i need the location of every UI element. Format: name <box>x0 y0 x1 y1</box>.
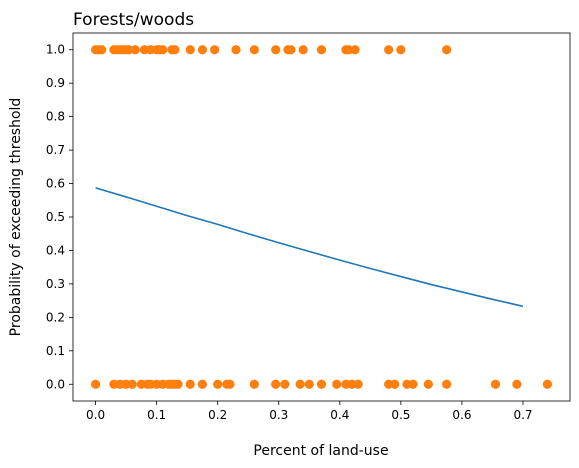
scatter-point <box>90 379 101 389</box>
y-tick-label: 0.0 <box>46 377 65 391</box>
scatter-point <box>173 379 183 389</box>
scatter-point <box>304 379 314 389</box>
y-tick-label: 0.5 <box>46 210 65 224</box>
y-tick-label: 0.6 <box>46 177 65 191</box>
x-axis-label: Percent of land-use <box>253 443 388 459</box>
scatter-point <box>231 45 241 55</box>
y-tick-label: 0.8 <box>46 110 65 124</box>
scatter-point <box>185 45 195 55</box>
scatter-point <box>298 45 308 55</box>
x-tick-label: 0.0 <box>86 408 105 422</box>
scatter-point <box>271 379 281 389</box>
scatter-point <box>249 45 259 55</box>
scatter-point <box>512 379 522 389</box>
chart-title: Forests/woods <box>73 10 194 30</box>
scatter-point <box>280 379 290 389</box>
y-tick-label: 0.4 <box>46 243 65 257</box>
scatter-point <box>490 379 501 389</box>
scatter-point <box>286 45 296 55</box>
y-tick-label: 1.0 <box>46 43 65 57</box>
scatter-point <box>408 379 418 389</box>
scatter-point <box>396 45 406 55</box>
scatter-point <box>127 379 137 389</box>
y-tick-label: 0.1 <box>46 344 65 358</box>
x-tick-label: 0.6 <box>452 408 471 422</box>
scatter-point <box>542 379 553 389</box>
x-tick-label: 0.4 <box>330 408 349 422</box>
scatter-point <box>390 379 400 389</box>
scatter-point <box>197 379 208 389</box>
x-tick-label: 0.1 <box>147 408 166 422</box>
scatter-point <box>130 45 140 55</box>
scatter-point <box>213 379 223 389</box>
scatter-point <box>97 45 107 55</box>
x-tick-label: 0.5 <box>391 408 410 422</box>
y-tick-label: 0.3 <box>46 277 65 291</box>
scatter-point <box>225 379 235 389</box>
scatter-point <box>210 45 220 55</box>
scatter-point <box>442 45 452 55</box>
scatter-point <box>316 45 327 55</box>
fitted-line <box>95 187 524 308</box>
scatter-point <box>185 379 195 389</box>
scatter-point <box>316 379 327 389</box>
scatter-point <box>332 379 342 389</box>
y-tick-label: 0.7 <box>46 143 65 157</box>
scatter-point <box>295 379 305 389</box>
x-tick-label: 0.3 <box>269 408 288 422</box>
x-tick-label: 0.2 <box>208 408 227 422</box>
scatter-point <box>158 45 168 55</box>
scatter-point <box>350 45 360 55</box>
y-tick-label: 0.9 <box>46 76 65 90</box>
y-tick-label: 0.2 <box>46 310 65 324</box>
scatter-point <box>384 45 394 55</box>
scatter-point <box>423 379 433 389</box>
scatter-point <box>197 45 208 55</box>
scatter-point <box>271 45 281 55</box>
x-tick-label: 0.7 <box>513 408 532 422</box>
scatter-point <box>442 379 452 389</box>
scatter-point <box>353 379 363 389</box>
scatter-point <box>170 45 180 55</box>
plot-area-frame <box>72 32 571 402</box>
y-axis-label: Probability of exceeding threshold <box>8 98 24 337</box>
scatter-point <box>249 379 259 389</box>
